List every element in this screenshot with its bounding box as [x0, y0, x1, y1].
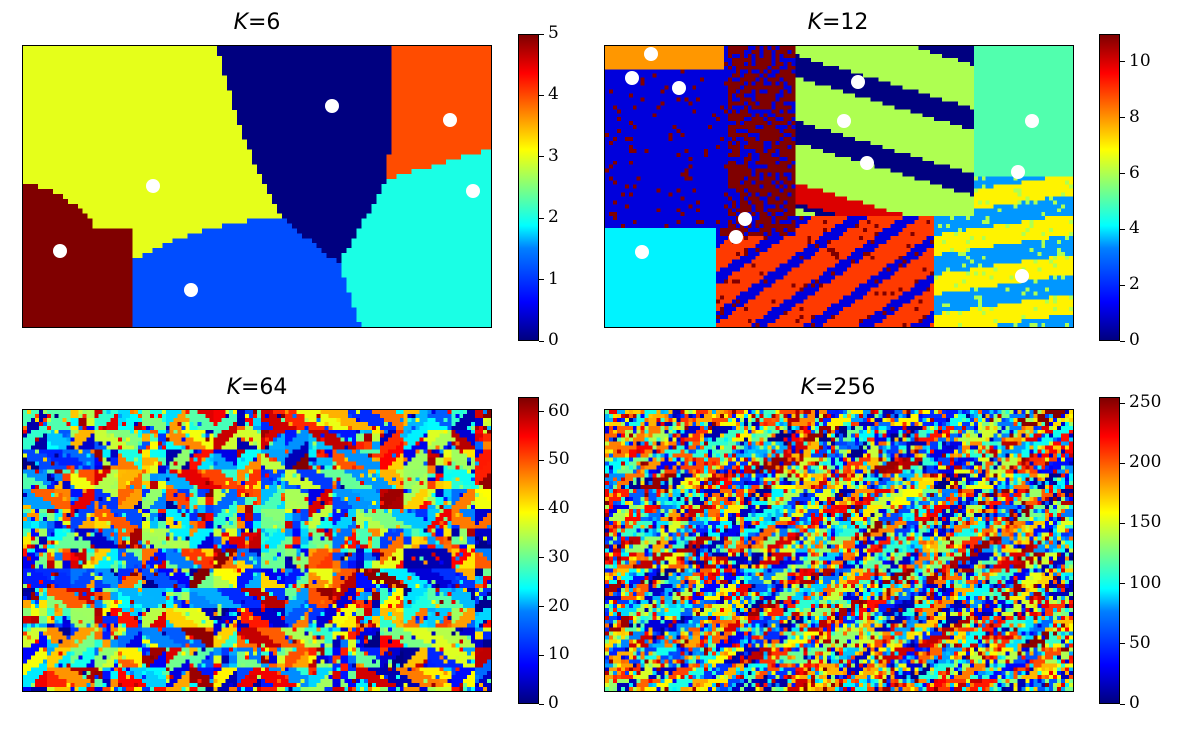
colorbar-tickmark	[539, 459, 544, 461]
centroid-marker	[146, 179, 160, 193]
colorbar-k12	[1099, 34, 1120, 341]
colorbar-tickmark	[1120, 228, 1125, 230]
colorbar-tickmark	[1120, 703, 1125, 705]
colorbar-tickmark	[1120, 402, 1125, 404]
colorbar-tickmark	[539, 411, 544, 413]
colorbar-tick-label: 6	[1129, 162, 1140, 183]
colorbar-tick-label: 20	[548, 595, 570, 616]
centroid-marker	[635, 245, 649, 259]
colorbar-tick-label: 4	[1129, 218, 1140, 239]
colorbar-tickmark	[539, 156, 544, 158]
colorbar-tickmark	[539, 557, 544, 559]
centroid-marker	[644, 47, 658, 61]
centroid-marker	[729, 230, 743, 244]
colorbar-tickmark	[539, 508, 544, 510]
chart-title-k6: K=6	[233, 10, 281, 35]
centroid-marker	[466, 184, 480, 198]
colorbar-tick-label: 2	[1129, 274, 1140, 295]
colorbar-tickmark	[539, 217, 544, 219]
centroid-marker	[1011, 165, 1025, 179]
heatmap-k12	[604, 45, 1074, 328]
centroid-marker	[1025, 114, 1039, 128]
heatmap-k64	[22, 409, 492, 692]
colorbar-tick-label: 4	[548, 84, 559, 105]
colorbar-tick-label: 50	[548, 449, 570, 470]
colorbar-tick-label: 40	[548, 498, 570, 519]
colorbar-tickmark	[1120, 583, 1125, 585]
colorbar-tick-label: 50	[1129, 632, 1151, 653]
colorbar-tick-label: 0	[548, 330, 559, 350]
centroid-marker	[672, 81, 686, 95]
centroid-marker	[837, 114, 851, 128]
centroid-marker	[851, 75, 865, 89]
centroid-overlay-k12	[625, 47, 1039, 283]
colorbar-tick-label: 150	[1129, 512, 1162, 533]
centroid-marker	[1015, 269, 1029, 283]
colorbar-tickmark	[1120, 173, 1125, 175]
colorbar-k256	[1099, 397, 1120, 704]
colorbar-tickmark	[1120, 117, 1125, 119]
colorbar-tick-label: 100	[1129, 572, 1162, 593]
chart-title-k64: K=64	[226, 375, 288, 400]
colorbar-tick-label: 250	[1129, 392, 1162, 413]
centroid-marker	[53, 244, 67, 258]
colorbar-k64	[518, 397, 539, 704]
colorbar-tickmark	[1120, 522, 1125, 524]
colorbar-tick-label: 1	[548, 268, 559, 289]
centroid-marker	[625, 71, 639, 85]
colorbar-tick-label: 10	[548, 644, 570, 665]
colorbar-tick-label: 60	[548, 400, 570, 421]
colorbar-tick-label: 8	[1129, 106, 1140, 127]
colorbar-tickmark	[1120, 462, 1125, 464]
colorbar-tick-label: 0	[1129, 330, 1140, 350]
centroid-marker	[325, 99, 339, 113]
colorbar-tick-label: 0	[1129, 693, 1140, 713]
heatmap-k256	[604, 409, 1074, 692]
colorbar-tickmark	[539, 340, 544, 342]
colorbar-tick-label: 30	[548, 546, 570, 567]
colorbar-tickmark	[539, 94, 544, 96]
centroid-overlay-k6	[53, 99, 480, 297]
chart-title-k12: K=12	[807, 10, 869, 35]
heatmap-k6	[22, 45, 492, 328]
chart-title-k256: K=256	[800, 375, 876, 400]
colorbar-tickmark	[539, 654, 544, 656]
colorbar-tickmark	[1120, 340, 1125, 342]
colorbar-tickmark	[539, 606, 544, 608]
centroid-marker	[860, 156, 874, 170]
colorbar-tickmark	[539, 279, 544, 281]
colorbar-tick-label: 2	[548, 207, 559, 228]
centroid-marker	[443, 113, 457, 127]
centroid-marker	[184, 283, 198, 297]
colorbar-tickmark	[1120, 643, 1125, 645]
colorbar-tickmark	[1120, 61, 1125, 63]
colorbar-tickmark	[539, 33, 544, 35]
colorbar-tick-label: 5	[548, 23, 559, 43]
colorbar-tick-label: 0	[548, 693, 559, 713]
centroid-marker	[738, 212, 752, 226]
colorbar-tick-label: 10	[1129, 50, 1151, 71]
colorbar-k6	[518, 34, 539, 341]
colorbar-tick-label: 3	[548, 145, 559, 166]
colorbar-tick-label: 200	[1129, 452, 1162, 473]
colorbar-tickmark	[539, 703, 544, 705]
colorbar-tickmark	[1120, 284, 1125, 286]
